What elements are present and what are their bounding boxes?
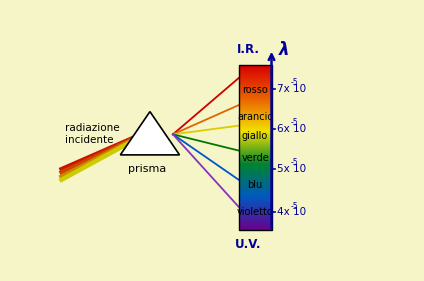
Text: -5: -5 [291,78,298,87]
Text: -5: -5 [291,158,298,167]
Text: violetto: violetto [237,207,273,217]
Text: blu: blu [248,180,263,190]
Text: -5: -5 [291,202,298,211]
Text: 6x 10: 6x 10 [277,124,306,134]
Text: radiazione: radiazione [64,123,119,133]
Text: incidente: incidente [64,135,113,145]
Text: verde: verde [241,153,269,163]
Text: -5: -5 [291,118,298,127]
Bar [239,65,271,230]
Text: 7x 10: 7x 10 [277,84,306,94]
Text: 5x 10: 5x 10 [277,164,306,174]
Text: prisma: prisma [128,164,166,174]
Text: λ: λ [279,41,289,59]
Text: arancio: arancio [237,112,273,122]
Polygon shape [120,112,179,155]
Text: giallo: giallo [242,132,268,142]
Text: I.R.: I.R. [237,44,260,56]
Text: rosso: rosso [242,85,268,95]
Text: U.V.: U.V. [235,238,262,251]
Text: 4x 10: 4x 10 [277,207,306,217]
